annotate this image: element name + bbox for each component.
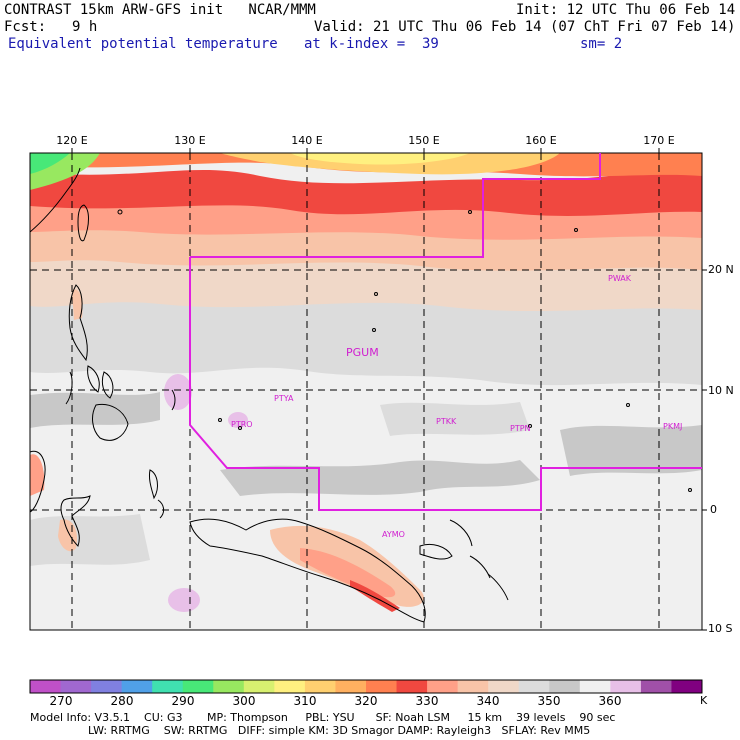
station-label-ptpn: PTPN bbox=[510, 424, 531, 433]
station-label-ptya: PTYA bbox=[274, 394, 294, 403]
station-label-aymo: AYMO bbox=[382, 530, 405, 539]
colorbar-swatch bbox=[60, 680, 92, 693]
lon-label-170e: 170 E bbox=[643, 134, 675, 147]
model-info-line2: LW: RRTMG SW: RRTMG DIFF: simple KM: 3D … bbox=[88, 724, 591, 737]
colorbar-tick-350: 350 bbox=[537, 694, 561, 708]
station-label-pkmj: PKMJ bbox=[663, 422, 682, 431]
colorbar-swatch bbox=[30, 680, 62, 693]
lon-label-160e: 160 E bbox=[525, 134, 557, 147]
colorbar-swatch bbox=[304, 680, 336, 693]
colorbar-tick-270: 270 bbox=[49, 694, 73, 708]
colorbar-swatch bbox=[396, 680, 428, 693]
colorbar-tick-300: 300 bbox=[232, 694, 256, 708]
model-info-line1: Model Info: V3.5.1 CU: G3 MP: Thompson P… bbox=[30, 711, 616, 724]
lat-label-20n: 20 N bbox=[708, 263, 734, 276]
colorbar-tick-280: 280 bbox=[110, 694, 134, 708]
smoothing-value: sm= 2 bbox=[580, 36, 623, 52]
colorbar-tick-320: 320 bbox=[354, 694, 378, 708]
lon-label-150e: 150 E bbox=[408, 134, 440, 147]
colorbar-unit: K bbox=[700, 694, 708, 707]
map-frame bbox=[29, 152, 703, 631]
station-label-pwak: PWAK bbox=[608, 274, 632, 283]
lat-lon-grid bbox=[30, 153, 702, 630]
colorbar-swatch bbox=[488, 680, 520, 693]
colorbar-tick-330: 330 bbox=[415, 694, 439, 708]
colorbar-tick-290: 290 bbox=[171, 694, 195, 708]
frame-ticks bbox=[71, 148, 707, 631]
colorbar-swatch bbox=[335, 680, 367, 693]
forecast-hour: 9 h bbox=[72, 19, 98, 35]
init-time: Init: 12 UTC Thu 06 Feb 14 bbox=[516, 2, 736, 18]
colorbar-tick-310: 310 bbox=[293, 694, 317, 708]
colorbar bbox=[30, 680, 703, 693]
colorbar-swatch bbox=[549, 680, 581, 693]
colorbar-swatch bbox=[610, 680, 642, 693]
station-label-ptkk: PTKK bbox=[436, 417, 457, 426]
field-name: Equivalent potential temperature bbox=[8, 36, 278, 52]
colorbar-swatch bbox=[427, 680, 459, 693]
colorbar-swatch bbox=[152, 680, 184, 693]
colorbar-swatch bbox=[213, 680, 245, 693]
colorbar-swatch bbox=[182, 680, 214, 693]
colorbar-swatch bbox=[243, 680, 275, 693]
lon-label-140e: 140 E bbox=[291, 134, 323, 147]
level-index: at k-index = 39 bbox=[304, 36, 439, 52]
colorbar-swatch bbox=[274, 680, 306, 693]
colorbar-swatch bbox=[121, 680, 153, 693]
station-label-pgum: PGUM bbox=[346, 346, 379, 359]
colorbar-swatch bbox=[671, 680, 703, 693]
colorbar-swatch bbox=[366, 680, 398, 693]
domain-boundary-lower bbox=[189, 257, 702, 511]
valid-time: Valid: 21 UTC Thu 06 Feb 14 (07 ChT Fri … bbox=[314, 19, 736, 35]
colorbar-tick-360: 360 bbox=[598, 694, 622, 708]
forecast-label: Fcst: bbox=[4, 19, 47, 35]
lon-label-120e: 120 E bbox=[56, 134, 88, 147]
lon-label-130e: 130 E bbox=[174, 134, 206, 147]
colorbar-swatch bbox=[91, 680, 123, 693]
lat-label-equator: 0 bbox=[710, 503, 717, 516]
lat-label-10s: 10 S bbox=[708, 622, 733, 635]
theta-e-field bbox=[30, 153, 702, 630]
coastlines bbox=[30, 167, 692, 623]
domain-boundary bbox=[190, 153, 601, 258]
colorbar-swatch bbox=[518, 680, 550, 693]
colorbar-swatch bbox=[457, 680, 489, 693]
colorbar-swatch bbox=[579, 680, 611, 693]
model-title: CONTRAST 15km ARW-GFS init NCAR/MMM bbox=[4, 2, 316, 18]
colorbar-swatch bbox=[640, 680, 672, 693]
station-label-ptro: PTRO bbox=[231, 420, 253, 429]
lat-label-10n: 10 N bbox=[708, 384, 734, 397]
colorbar-frame bbox=[29, 679, 703, 694]
colorbar-tick-340: 340 bbox=[476, 694, 500, 708]
